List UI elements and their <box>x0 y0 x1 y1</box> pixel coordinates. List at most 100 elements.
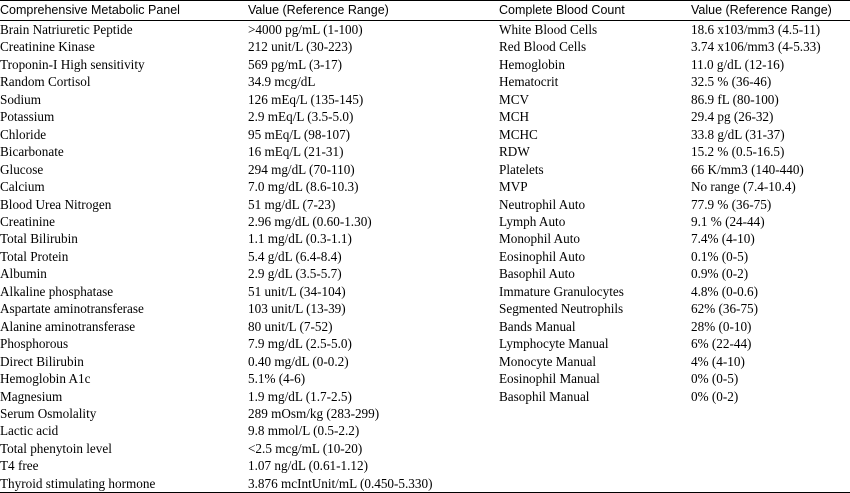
cbc-test-cell: Segmented Neutrophils <box>499 301 624 317</box>
cmp-test-cell: Hemoglobin A1c <box>0 371 91 387</box>
cbc-value-cell: 29.4 pg (26-32) <box>691 109 774 125</box>
cbc-value-cell: 0.1% (0-5) <box>691 248 749 264</box>
cmp-value-cell: 1.9 mg/dL (1.7-2.5) <box>248 388 352 404</box>
table-row: Direct Bilirubin 0.40 mg/dL (0-0.2) Monocy… <box>0 353 850 370</box>
cbc-value-cell: 4% (4-10) <box>691 353 745 369</box>
cmp-value-cell: 9.8 mmol/L (0.5-2.2) <box>248 423 360 439</box>
cbc-value-cell: 15.2 % (0.5-16.5) <box>691 144 785 160</box>
cmp-value-cell: 212 unit/L (30-223) <box>248 39 353 55</box>
table-body: Brain Natriuretic Peptide >4000 pg/mL (1-… <box>0 21 850 493</box>
table-row: Phosphorous 7.9 mg/dL (2.5-5.0) Lymphocyte… <box>0 335 850 352</box>
table-row: Magnesium 1.9 mg/dL (1.7-2.5) Basophil Man… <box>0 388 850 405</box>
cmp-test-cell: Direct Bilirubin <box>0 353 84 369</box>
cmp-value-cell: 289 mOsm/kg (283-299) <box>248 405 380 421</box>
cmp-value-cell: 51 unit/L (34-104) <box>248 283 346 299</box>
cbc-test-cell: MCV <box>499 91 530 107</box>
cbc-value-cell: 6% (22-44) <box>691 336 752 352</box>
cmp-test-cell: Total Protein <box>0 248 69 264</box>
cmp-value-cell: 16 mEq/L (21-31) <box>248 144 344 160</box>
table-row: Chloride 95 mEq/L (98-107) MCHC 33.8 g/dL (… <box>0 126 850 143</box>
cbc-value-cell <box>691 474 850 493</box>
cmp-test-cell: Aspartate aminotransferase <box>0 301 144 317</box>
cbc-test-cell: Bands Manual <box>499 318 576 334</box>
cbc-test-cell: RDW <box>499 144 530 160</box>
cbc-test-cell: Hematocrit <box>499 74 559 90</box>
table-row: Troponin-I High sensitivity 569 pg/mL (3-… <box>0 56 850 73</box>
cmp-test-cell: Troponin-I High sensitivity <box>0 56 145 72</box>
cbc-test-cell: Monocyte Manual <box>499 353 597 369</box>
cbc-test-cell: Eosinophil Manual <box>499 371 600 387</box>
cbc-value-cell: 4.8% (0-0.6) <box>691 283 759 299</box>
table-row: Calcium 7.0 mg/dL (8.6-10.3) MVP No range (… <box>0 178 850 195</box>
cmp-value-cell: 569 pg/mL (3-17) <box>248 56 343 72</box>
cmp-test-cell: Chloride <box>0 126 47 142</box>
cbc-test-cell: Hemoglobin <box>499 56 565 72</box>
cmp-test-cell: Total phenytoin level <box>0 440 112 456</box>
cmp-value-cell: 294 mg/dL (70-110) <box>248 161 355 177</box>
cbc-test-cell: MCHC <box>499 126 538 142</box>
table-row: Total phenytoin level <2.5 mcg/mL (10-20) <box>0 440 850 457</box>
table-header-row: Comprehensive Metabolic Panel Value (Ref… <box>0 0 850 21</box>
cmp-test-cell: Blood Urea Nitrogen <box>0 196 112 212</box>
cmp-value-cell: 2.9 mEq/L (3.5-5.0) <box>248 109 354 125</box>
cmp-value-cell: 51 mg/dL (7-23) <box>248 196 336 212</box>
cmp-test-cell: Albumin <box>0 266 47 282</box>
cbc-value-cell: 0% (0-2) <box>691 388 739 404</box>
cmp-test-cell: Phosphorous <box>0 336 69 352</box>
cbc-value-cell: 0.9% (0-2) <box>691 266 749 282</box>
table-row: Lactic acid 9.8 mmol/L (0.5-2.2) <box>0 422 850 439</box>
table-row: Brain Natriuretic Peptide >4000 pg/mL (1-… <box>0 21 850 39</box>
table-row: Sodium 126 mEq/L (135-145) MCV 86.9 fL (80-… <box>0 91 850 108</box>
cmp-value-cell: <2.5 mcg/mL (10-20) <box>248 440 363 456</box>
cmp-value-cell: >4000 pg/mL (1-100) <box>248 22 363 37</box>
cbc-value-cell <box>691 457 850 474</box>
table-row: Total Protein 5.4 g/dL (6.4-8.4) Eosinophi… <box>0 248 850 265</box>
table-row: T4 free 1.07 ng/dL (0.61-1.12) <box>0 457 850 474</box>
cmp-test-cell: Lactic acid <box>0 423 59 439</box>
cbc-test-cell: Platelets <box>499 161 544 177</box>
cbc-test-cell: MVP <box>499 179 528 195</box>
cmp-value-cell: 80 unit/L (7-52) <box>248 318 333 334</box>
table-row: Random Cortisol 34.9 mcg/dL Hematocrit 32.5… <box>0 73 850 90</box>
cbc-value-cell: No range (7.4-10.4) <box>691 179 796 195</box>
cbc-value-cell: 28% (0-10) <box>691 318 752 334</box>
table-row: Glucose 294 mg/dL (70-110) Platelets 66 K/m… <box>0 161 850 178</box>
header-cbc: Complete Blood Count <box>499 0 691 21</box>
cbc-value-cell: 18.6 x103/mm3 (4.5-11) <box>691 22 821 37</box>
table-row: Albumin 2.9 g/dL (3.5-5.7) Basophil Auto 0.… <box>0 265 850 282</box>
cmp-value-cell: 5.1% (4-6) <box>248 371 306 387</box>
cmp-value-cell: 126 mEq/L (135-145) <box>248 91 364 107</box>
cbc-value-cell <box>691 440 850 457</box>
cmp-test-cell: Sodium <box>0 91 42 107</box>
cmp-test-cell: Thyroid stimulating hormone <box>0 474 248 493</box>
cbc-test-cell: White Blood Cells <box>499 22 598 37</box>
cmp-test-cell: Creatinine Kinase <box>0 39 95 55</box>
cmp-test-cell: Serum Osmolality <box>0 405 97 421</box>
cbc-value-cell: 0% (0-5) <box>691 371 739 387</box>
table-row: Blood Urea Nitrogen 51 mg/dL (7-23) Neutro… <box>0 196 850 213</box>
cbc-test-cell: Neutrophil Auto <box>499 196 586 212</box>
cbc-test-cell <box>499 474 691 493</box>
cbc-value-cell: 33.8 g/dL (31-37) <box>691 126 785 142</box>
cmp-test-cell: Brain Natriuretic Peptide <box>0 22 133 37</box>
cbc-test-cell: Basophil Manual <box>499 388 590 404</box>
cbc-value-cell: 62% (36-75) <box>691 301 759 317</box>
cmp-value-cell: 5.4 g/dL (6.4-8.4) <box>248 248 342 264</box>
table-row: Creatinine 2.96 mg/dL (0.60-1.30) Lymph Au… <box>0 213 850 230</box>
cmp-value-cell: 2.96 mg/dL (0.60-1.30) <box>248 213 372 229</box>
header-cmp-value: Value (Reference Range) <box>248 0 499 21</box>
cbc-value-cell: 9.1 % (24-44) <box>691 213 765 229</box>
table-row: Serum Osmolality 289 mOsm/kg (283-299) <box>0 405 850 422</box>
cmp-test-cell: Alanine aminotransferase <box>0 318 136 334</box>
table-row: Aspartate aminotransferase 103 unit/L (13… <box>0 300 850 317</box>
cbc-test-cell <box>499 422 691 439</box>
table-row: Potassium 2.9 mEq/L (3.5-5.0) MCH 29.4 pg (… <box>0 108 850 125</box>
cbc-value-cell <box>691 405 850 422</box>
cbc-test-cell <box>499 457 691 474</box>
cmp-value-cell: 3.876 mcIntUnit/mL (0.450-5.330) <box>248 474 499 493</box>
table-row: Creatinine Kinase 212 unit/L (30-223) Red … <box>0 38 850 55</box>
cmp-test-cell: Total Bilirubin <box>0 231 78 247</box>
cbc-value-cell: 11.0 g/dL (12-16) <box>691 56 785 72</box>
